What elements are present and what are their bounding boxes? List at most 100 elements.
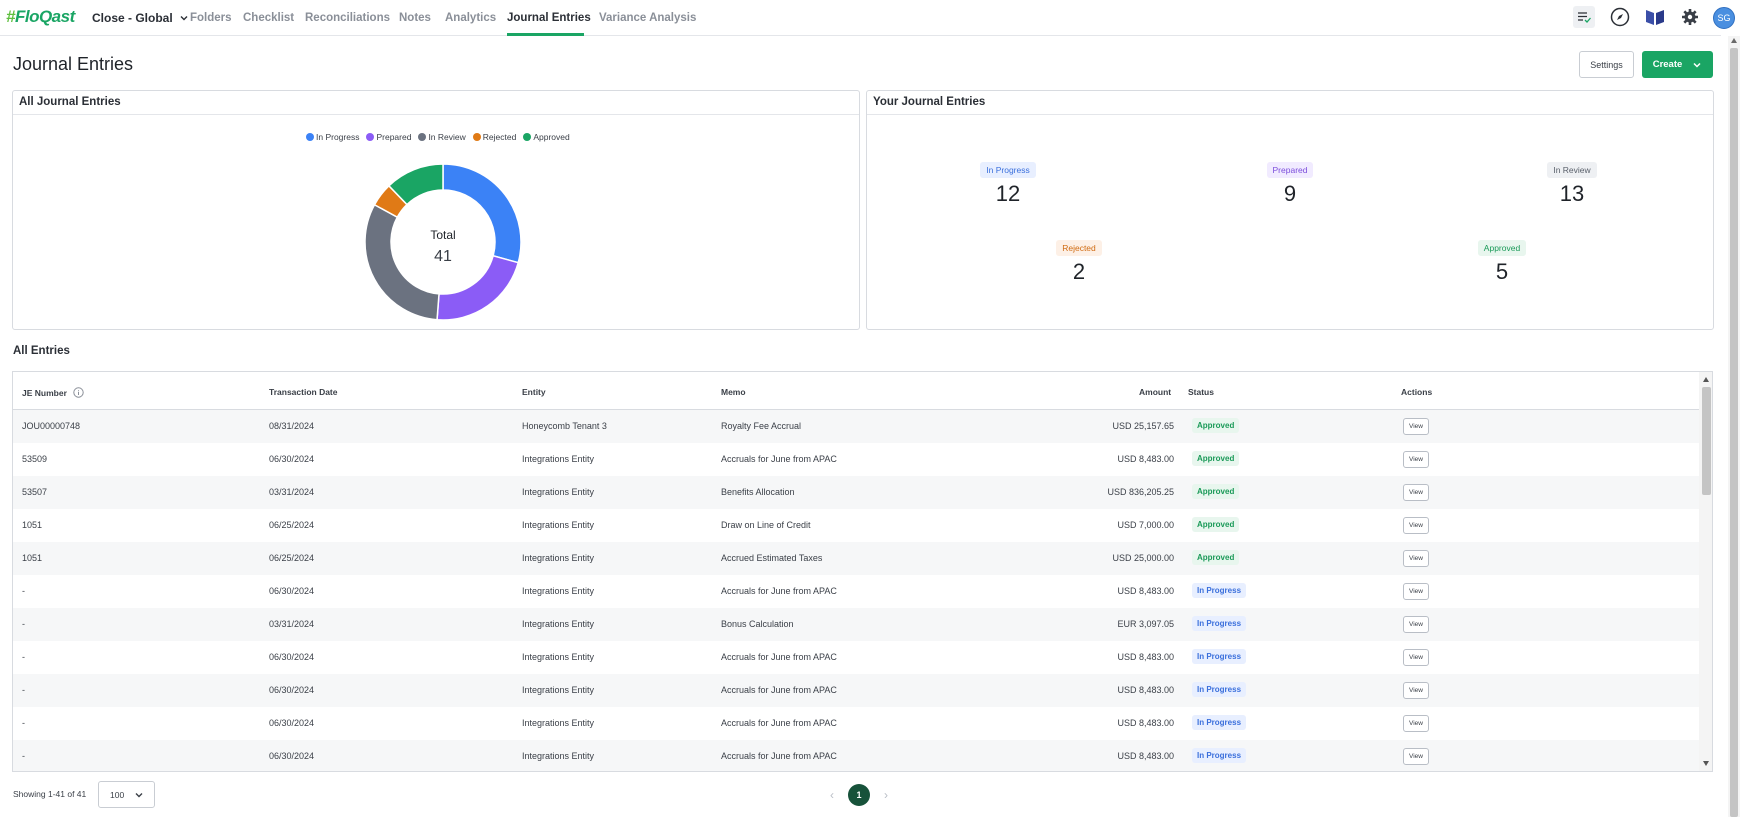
donut-slice-prepared[interactable] xyxy=(436,254,520,321)
stat-label: Approved xyxy=(1477,240,1527,256)
nav-analytics[interactable]: Analytics xyxy=(445,12,497,24)
view-button[interactable]: View xyxy=(1403,715,1429,732)
scroll-up-icon[interactable] xyxy=(1703,377,1709,382)
compass-icon[interactable] xyxy=(1609,6,1631,28)
donut-center-label: Total xyxy=(430,228,455,242)
col-entity[interactable]: Entity xyxy=(522,387,546,397)
table-row[interactable]: - 06/30/2024 Integrations Entity Accruals f… xyxy=(13,707,1699,740)
page-scrollbar-thumb[interactable] xyxy=(1730,48,1738,817)
stat-approved[interactable]: Approved 5 xyxy=(1462,238,1542,285)
stat-in-progress[interactable]: In Progress 12 xyxy=(968,160,1048,207)
nav-journal-entries[interactable]: Journal Entries xyxy=(507,12,591,24)
settings-button[interactable]: Settings xyxy=(1579,51,1634,78)
cell-amount: USD 8,483.00 xyxy=(1117,685,1174,695)
chevron-down-icon xyxy=(135,792,143,797)
cell-amount: USD 8,483.00 xyxy=(1117,652,1174,662)
next-page-icon[interactable]: › xyxy=(884,788,888,802)
legend-in-review[interactable]: In Review xyxy=(418,132,466,142)
col-status[interactable]: Status xyxy=(1188,387,1214,397)
legend-rejected[interactable]: Rejected xyxy=(472,132,516,142)
chart-legend: In Progress Prepared In Review Rejected … xyxy=(306,132,570,142)
cell-entity: Integrations Entity xyxy=(522,553,595,563)
status-badge: Approved xyxy=(1192,484,1240,499)
col-amount[interactable]: Amount xyxy=(1139,387,1172,397)
table-scrollbar-thumb[interactable] xyxy=(1702,387,1711,495)
page-size-select[interactable]: 100 xyxy=(98,781,155,808)
legend-in-progress[interactable]: In Progress xyxy=(306,132,359,142)
floqast-logo[interactable]: #FloQast xyxy=(6,7,75,26)
status-badge: Approved xyxy=(1192,517,1240,532)
cell-je-number: JOU00000748 xyxy=(22,421,81,431)
your-journal-entries-title: Your Journal Entries xyxy=(867,91,1713,115)
table-row[interactable]: 1051 06/25/2024 Integrations Entity Draw on… xyxy=(13,509,1699,542)
gear-icon[interactable] xyxy=(1679,6,1701,28)
stat-value: 12 xyxy=(995,181,1021,206)
nav-variance-analysis[interactable]: Variance Analysis xyxy=(599,12,697,24)
stat-prepared[interactable]: Prepared 9 xyxy=(1250,160,1330,207)
workspace-selector[interactable]: Close - Global xyxy=(92,11,189,25)
donut-slice-in-progress[interactable] xyxy=(442,163,522,264)
legend-prepared[interactable]: Prepared xyxy=(366,132,411,142)
cell-amount: USD 8,483.00 xyxy=(1117,718,1174,728)
create-button[interactable]: Create xyxy=(1642,51,1713,78)
legend-approved[interactable]: Approved xyxy=(523,132,570,142)
view-button[interactable]: View xyxy=(1403,451,1429,468)
cell-entity: Integrations Entity xyxy=(522,751,595,761)
cell-memo: Bonus Calculation xyxy=(721,619,794,629)
cell-amount: USD 25,000.00 xyxy=(1112,553,1174,563)
view-button[interactable]: View xyxy=(1403,517,1429,534)
donut-slice-in-review[interactable] xyxy=(364,203,440,321)
table-scrollbar[interactable] xyxy=(1699,372,1712,771)
view-button[interactable]: View xyxy=(1403,583,1429,600)
nav-checklist[interactable]: Checklist xyxy=(243,12,295,24)
scroll-down-icon[interactable] xyxy=(1703,761,1709,766)
col-je-number[interactable]: JE Number xyxy=(22,387,84,398)
table-row[interactable]: - 03/31/2024 Integrations Entity Bonus Calc… xyxy=(13,608,1699,641)
workspace-label: Close - Global xyxy=(92,11,173,25)
table-row[interactable]: JOU00000748 08/31/2024 Honeycomb Tenant 3 R… xyxy=(13,410,1699,443)
table-row[interactable]: - 06/30/2024 Integrations Entity Accruals f… xyxy=(13,641,1699,674)
nav-notes[interactable]: Notes xyxy=(399,12,431,24)
view-button[interactable]: View xyxy=(1403,748,1429,765)
prev-page-icon[interactable]: ‹ xyxy=(830,788,834,802)
donut-slice-approved[interactable] xyxy=(387,163,444,206)
nav-reconciliations[interactable]: Reconciliations xyxy=(305,12,390,24)
book-icon[interactable] xyxy=(1644,6,1666,28)
view-button[interactable]: View xyxy=(1403,418,1429,435)
stat-in-review[interactable]: In Review 13 xyxy=(1532,160,1612,207)
table-row[interactable]: 1051 06/25/2024 Integrations Entity Accrued… xyxy=(13,542,1699,575)
page-1-button[interactable]: 1 xyxy=(848,784,870,806)
user-avatar[interactable]: SG xyxy=(1713,7,1735,29)
table-row[interactable]: - 06/30/2024 Integrations Entity Accruals f… xyxy=(13,575,1699,608)
view-button[interactable]: View xyxy=(1403,484,1429,501)
stat-label: In Progress xyxy=(980,162,1036,178)
your-journal-entries-card: Your Journal Entries In Progress 12 Prep… xyxy=(866,90,1714,330)
stat-rejected[interactable]: Rejected 2 xyxy=(1039,238,1119,285)
status-badge: In Progress xyxy=(1192,649,1247,664)
cell-amount: USD 25,157.65 xyxy=(1112,421,1174,431)
all-journal-entries-card: All Journal Entries In Progress Prepared… xyxy=(12,90,860,330)
table-row[interactable]: 53509 06/30/2024 Integrations Entity Accrua… xyxy=(13,443,1699,476)
chevron-down-icon xyxy=(180,16,188,21)
view-button[interactable]: View xyxy=(1403,616,1429,633)
scroll-up-icon[interactable] xyxy=(1731,38,1737,43)
donut-center-value: 41 xyxy=(434,248,452,265)
nav-folders[interactable]: Folders xyxy=(190,12,232,24)
table-row[interactable]: 53507 03/31/2024 Integrations Entity Benefi… xyxy=(13,476,1699,509)
cell-entity: Integrations Entity xyxy=(522,652,595,662)
task-list-icon[interactable] xyxy=(1573,6,1595,28)
info-icon[interactable] xyxy=(73,387,84,398)
view-button[interactable]: View xyxy=(1403,550,1429,567)
table-row[interactable]: - 06/30/2024 Integrations Entity Accruals f… xyxy=(13,740,1699,771)
cell-amount: EUR 3,097.05 xyxy=(1117,619,1174,629)
view-button[interactable]: View xyxy=(1403,649,1429,666)
cell-je-number: - xyxy=(22,718,25,728)
view-button[interactable]: View xyxy=(1403,682,1429,699)
status-badge: In Progress xyxy=(1192,583,1247,598)
table-row[interactable]: - 06/30/2024 Integrations Entity Accruals f… xyxy=(13,674,1699,707)
col-memo[interactable]: Memo xyxy=(721,387,746,397)
cell-amount: USD 8,483.00 xyxy=(1117,586,1174,596)
col-transaction-date[interactable]: Transaction Date xyxy=(269,387,338,397)
stat-value: 5 xyxy=(1495,259,1509,284)
page-scrollbar[interactable] xyxy=(1728,36,1740,817)
